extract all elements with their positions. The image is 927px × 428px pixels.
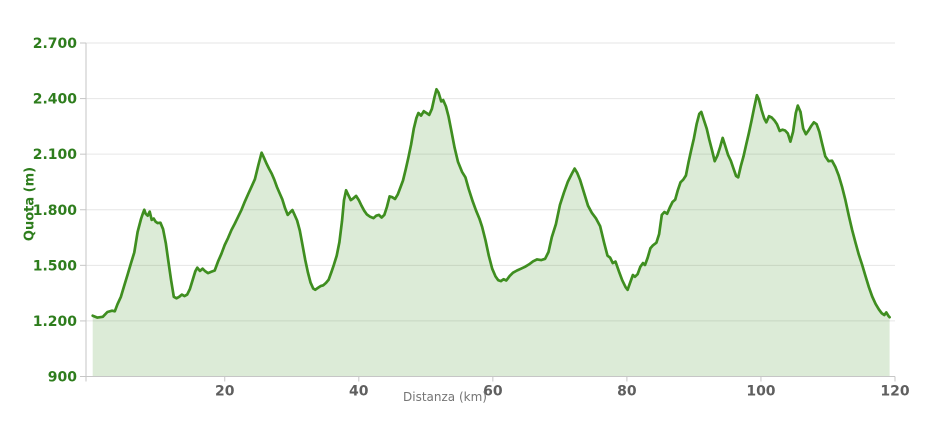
y-axis-tick-label: 1.500	[33, 258, 78, 274]
y-axis-tick-label: 2.700	[33, 36, 78, 52]
y-axis-tick-label: 1.800	[33, 203, 78, 219]
y-axis-tick-label: 1.200	[33, 314, 78, 330]
elevation-line	[91, 87, 891, 319]
y-axis-tick-label: 900	[48, 370, 77, 386]
x-axis-title: Distanza (km)	[403, 390, 487, 404]
tick-labels: 900 1.200 1.500 1.800 2.100 2.400 2.700 20 40 60 8…	[33, 36, 910, 400]
x-axis-tick-label: 20	[215, 384, 235, 400]
y-axis-tick-label: 2.100	[33, 147, 78, 163]
x-axis-tick-label: 60	[483, 384, 503, 400]
x-axis-tick-label: 80	[617, 384, 637, 400]
y-axis-title: Quota (m)	[22, 166, 38, 242]
x-axis-tick-label: 100	[746, 384, 775, 400]
y-axis-tick-label: 2.400	[33, 92, 78, 108]
x-axis-tick-label: 40	[349, 384, 369, 400]
axes	[80, 42, 896, 382]
elevation-series	[91, 87, 891, 377]
elevation-area	[92, 89, 890, 377]
x-axis-tick-label: 120	[880, 384, 909, 400]
